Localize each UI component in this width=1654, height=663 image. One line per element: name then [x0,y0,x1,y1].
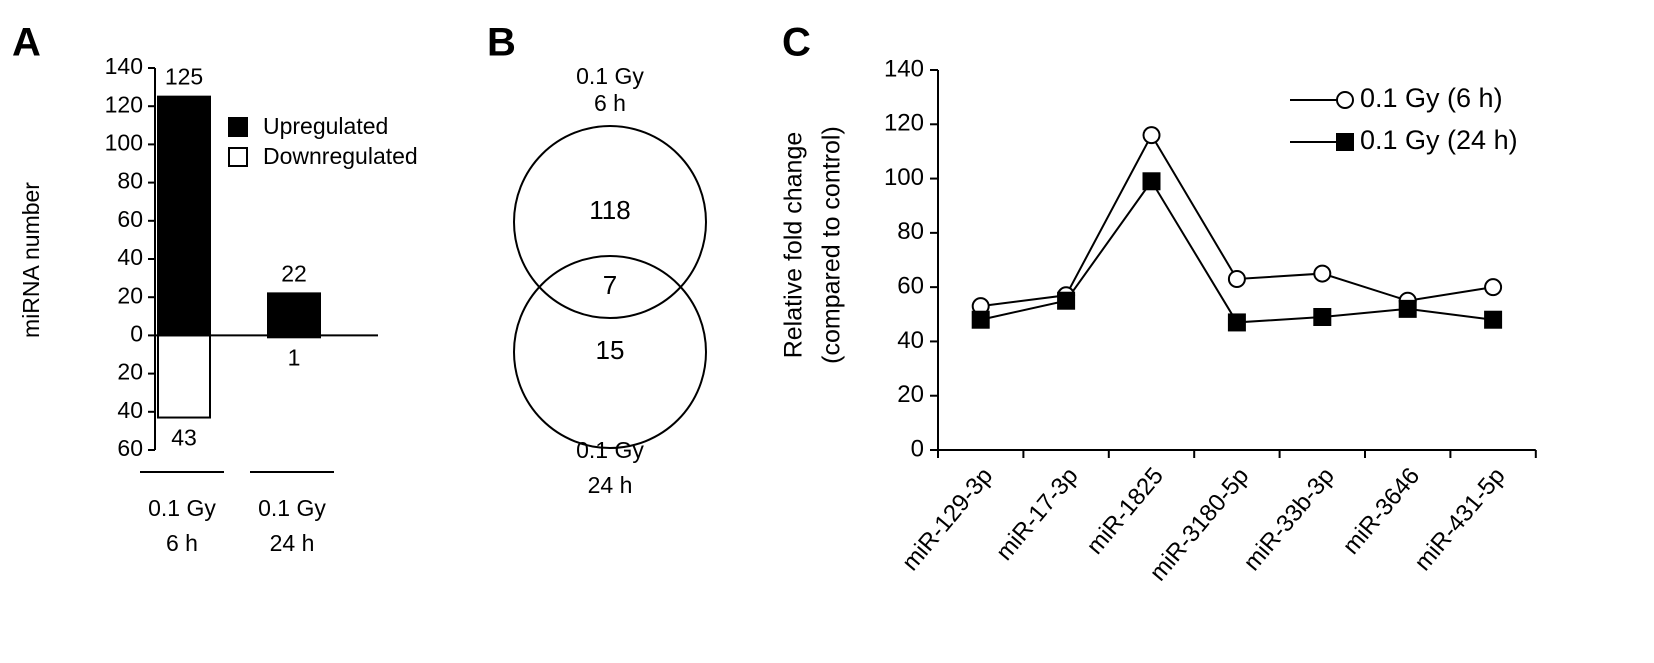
y-tick-label: 60 [117,435,143,461]
bar [157,95,211,337]
y-tick-label: 40 [117,397,143,423]
bar [267,292,321,337]
panel-label: B [487,21,516,65]
value-label: 43 [171,425,197,451]
y-tick-label: 80 [897,218,924,245]
venn-circle [513,125,707,319]
panel-label: A [12,21,41,65]
y-tick-label: 100 [884,164,924,191]
set-label: 0.1 Gy [576,63,644,89]
x-tick-label: 0.1 Gy [258,495,326,521]
value-label: 125 [165,64,203,90]
legend-label: 0.1 Gy (6 h) [1360,83,1503,113]
legend-swatch [228,117,248,137]
y-tick-label: 80 [117,168,143,194]
y-tick-label: 140 [884,55,924,82]
venn-count: 118 [589,195,630,225]
legend-label: 0.1 Gy (24 h) [1360,125,1518,155]
y-tick-label: 120 [884,110,924,137]
y-tick-label: 20 [117,359,143,385]
point [1057,291,1076,310]
point [1484,278,1503,297]
y-tick-label: 100 [105,129,143,155]
legend-marker [1336,133,1354,151]
point [1484,310,1503,329]
point [1398,299,1417,318]
y-tick-label: 140 [105,53,143,79]
y-tick-label: 40 [117,244,143,270]
x-tick-label: 6 h [166,530,198,556]
legend-label: Downregulated [263,143,418,169]
value-label: 1 [288,344,301,370]
set-label: 0.1 Gy [576,437,644,463]
point [1227,313,1246,332]
y-tick-label: 120 [105,91,143,117]
bar [157,334,211,419]
y-tick-label: 40 [897,327,924,354]
panel-label: C [782,21,811,65]
x-tick-label: 24 h [270,530,315,556]
y-tick-label: 60 [897,272,924,299]
venn-count: 7 [603,270,617,300]
point [1142,172,1161,191]
set-label: 6 h [594,90,626,116]
legend-swatch [228,147,248,167]
x-tick-label: miR-17-3p [991,463,1084,566]
x-tick-label: miR-1825 [1081,463,1169,560]
point [971,310,990,329]
point [1142,126,1161,145]
set-label: 24 h [588,472,633,498]
legend-marker [1336,91,1354,109]
legend-label: Upregulated [263,113,388,139]
y-tick-label: 0 [130,320,143,346]
x-tick-label: miR-3646 [1338,463,1426,560]
point [1313,264,1332,283]
y-tick-label: 0 [911,435,924,462]
venn-circle [513,255,707,449]
y-tick-label: 20 [117,282,143,308]
y-tick-label: 20 [897,381,924,408]
y-axis-label: Relative fold change [780,132,808,359]
y-axis-label: miRNA number [18,182,44,338]
x-tick-label: miR-129-3p [897,463,998,576]
point [1313,308,1332,326]
y-tick-label: 60 [117,206,143,232]
value-label: 22 [281,260,307,286]
y-axis-label: (compared to control) [818,126,846,364]
x-tick-label: 0.1 Gy [148,495,216,521]
venn-count: 15 [596,335,625,365]
point [1227,270,1246,288]
